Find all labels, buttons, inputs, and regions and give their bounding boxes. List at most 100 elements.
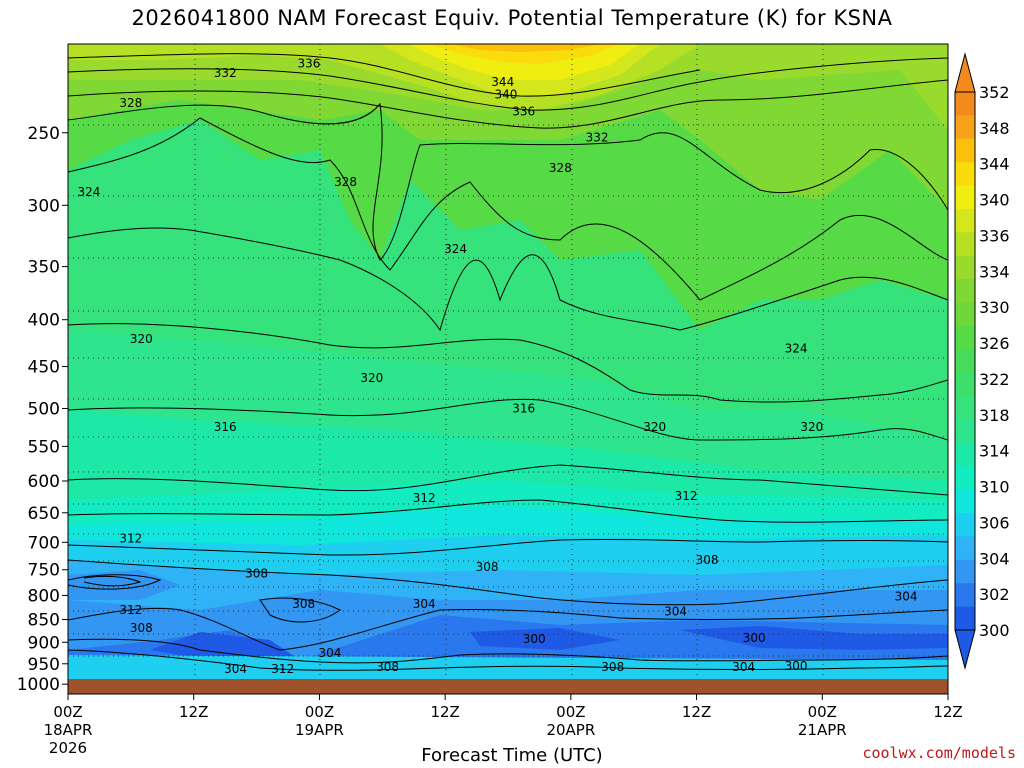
colorbar-label: 302 [979,585,1010,604]
contour-label: 328 [334,175,357,189]
colorbar-frame [954,91,976,631]
x-axis-title: Forecast Time (UTC) [421,745,603,766]
colorbar-swatch [955,302,975,327]
contour-label: 320 [800,420,823,434]
contour-label: 304 [224,662,247,676]
colorbar: 352 348 344 340 336 334 330 326 322 318 314 310 306 3… [954,52,1010,670]
colorbar-label: 348 [979,119,1010,138]
colorbar-swatch [955,232,975,257]
colorbar-label: 352 [979,83,1010,102]
y-tick-label: 950 [28,655,60,675]
colorbar-swatch [955,536,975,561]
colorbar-swatch [955,583,975,608]
contour-label: 304 [732,660,755,674]
colorbar-swatch [955,489,975,514]
contour-label: 312 [119,531,142,545]
colorbar-label: 330 [979,298,1010,317]
x-tick-date-label: 19APR [295,721,344,739]
colorbar-label: 340 [979,191,1010,210]
ground-strip [68,679,948,694]
contour-label: 328 [549,161,572,175]
contour-label: 308 [476,560,499,574]
contour-label: 312 [119,603,142,617]
x-tick-date-label: 2026 [49,739,87,757]
contour-label: 308 [130,621,153,635]
y-axis: 2503003504004505005506006507007508008509… [17,124,68,695]
x-tick-label: 00Z [305,703,334,721]
contour-label: 336 [512,105,535,119]
contour-label: 300 [523,632,546,646]
grid-lines [68,44,948,694]
x-tick-label: 12Z [430,703,459,721]
plot-frame [67,43,949,695]
contour-label: 300 [743,631,766,645]
x-tick-date-label: 18APR [44,721,93,739]
y-tick-label: 700 [28,533,60,553]
colorbar-swatch [955,559,975,584]
colorbar-label: 336 [979,226,1010,245]
colorbar-swatch [955,349,975,374]
y-tick-label: 850 [28,611,60,631]
contour-label: 308 [245,566,268,580]
contour-label: 308 [376,660,399,674]
y-tick-label: 900 [28,633,60,653]
x-tick-label: 00Z [53,703,82,721]
colorbar-swatch [955,92,975,116]
colorbar-swatch [955,396,975,420]
contour-label: 324 [77,185,100,199]
contour-label: 332 [214,66,237,80]
contour-label: 320 [130,332,153,346]
contour-label: 312 [675,489,698,503]
colorbar-swatch [955,208,975,233]
colorbar-label: 306 [979,513,1010,532]
y-tick-label: 550 [28,437,60,457]
colorbar-label: 300 [979,621,1010,640]
contour-label: 336 [297,56,320,70]
y-tick-label: 650 [28,504,60,524]
colorbar-swatch [955,138,975,163]
contour-label: 304 [895,589,918,603]
y-tick-label: 600 [28,472,60,492]
x-tick-label: 00Z [556,703,585,721]
contour-label: 312 [413,491,436,505]
x-tick-label: 00Z [808,703,837,721]
x-tick-date-label: 20APR [546,721,595,739]
colorbar-label: 334 [979,262,1010,281]
contour-label: 344 [491,75,514,89]
y-tick-label: 350 [28,258,60,278]
colorbar-swatch [955,255,975,280]
contour-label: 304 [664,604,687,618]
colorbar-swatch [955,513,975,537]
colorbar-label: 326 [979,334,1010,353]
contour-lines [68,53,948,671]
y-tick-label: 750 [28,561,60,581]
colorbar-swatch [955,606,975,631]
contour-label: 340 [494,87,517,101]
colorbar-label: 304 [979,549,1010,568]
x-tick-date-label: 21APR [798,721,847,739]
credit-link[interactable]: coolwx.com/models [862,744,1016,762]
contour-label: 324 [785,341,808,355]
y-tick-label: 1000 [17,675,60,695]
y-tick-label: 400 [28,311,60,331]
colorbar-swatch [955,419,975,444]
colorbar-label: 344 [979,155,1010,174]
colorbar-label: 318 [979,406,1010,425]
y-tick-label: 300 [28,196,60,216]
contour-label: 312 [271,662,294,676]
contour-label: 316 [512,401,535,415]
contour-label: 304 [318,646,341,660]
colorbar-swatch [955,162,975,187]
contour-label: 328 [119,96,142,110]
contour-label: 308 [696,553,719,567]
colorbar-min-arrow [954,629,976,670]
colorbar-swatch [955,442,975,467]
contour-label: 300 [785,659,808,673]
contour-label: 320 [360,371,383,385]
contour-label: 308 [601,660,624,674]
colorbar-swatch [955,325,975,350]
colorbar-label: 314 [979,442,1010,461]
